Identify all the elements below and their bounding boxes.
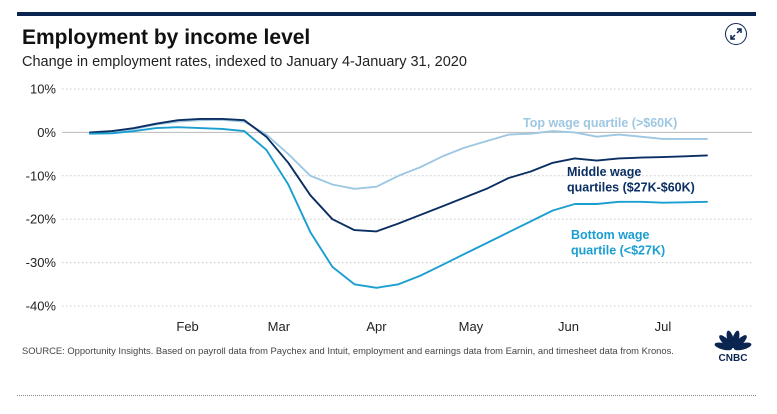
bottom-wage-label: Bottom wage quartile (<$27K) — [571, 228, 665, 258]
expand-arrows-icon[interactable] — [725, 23, 747, 45]
y-tick-label: -40% — [26, 299, 57, 314]
middle-wage-line — [89, 117, 708, 233]
chart-title: Employment by income level — [22, 26, 311, 49]
x-tick-label: May — [459, 319, 484, 334]
x-tick-label: Apr — [366, 319, 387, 334]
y-tick-label: 10% — [30, 82, 56, 97]
y-tick-label: 0% — [37, 125, 56, 140]
source-note: SOURCE: Opportunity Insights. Based on p… — [22, 345, 674, 356]
top-wage-label: Top wage quartile (>$60K) — [523, 116, 677, 130]
cnbc-peacock-logo: CNBC — [712, 325, 754, 364]
x-tick-label: Feb — [176, 319, 198, 334]
logo-text: CNBC — [719, 353, 748, 363]
y-tick-label: -10% — [26, 168, 57, 183]
x-tick-label: Jun — [558, 319, 579, 334]
chart-subtitle: Change in employment rates, indexed to J… — [22, 54, 467, 70]
middle-wage-label: Middle wage quartiles ($27K-$60K) — [567, 165, 695, 195]
header-accent-bar — [17, 12, 756, 16]
bottom-divider — [17, 395, 756, 396]
x-tick-label: Jul — [655, 319, 672, 334]
y-tick-label: -20% — [26, 212, 57, 227]
y-tick-label: -30% — [26, 255, 57, 270]
x-tick-label: Mar — [268, 319, 291, 334]
bottom-wage-line — [89, 126, 708, 289]
top-wage-line — [89, 118, 708, 190]
